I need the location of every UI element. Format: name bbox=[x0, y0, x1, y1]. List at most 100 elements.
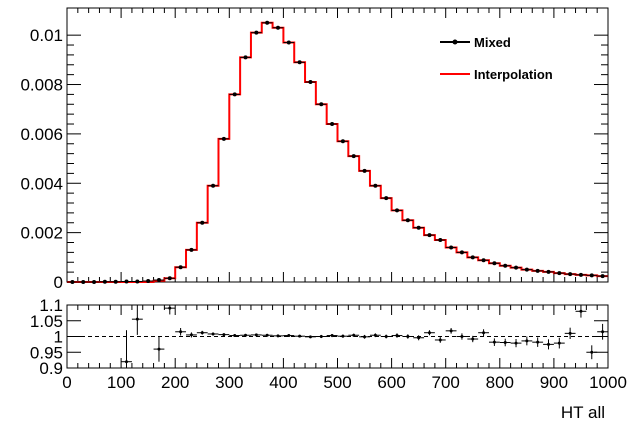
ratio-data-point bbox=[406, 335, 410, 338]
mixed-data-point bbox=[200, 220, 205, 225]
x-tick-label: 600 bbox=[377, 373, 405, 392]
ratio-data-point bbox=[298, 334, 302, 338]
ratio-data-point bbox=[427, 331, 431, 335]
mixed-data-point bbox=[395, 208, 400, 213]
ratio-data-point bbox=[352, 333, 356, 337]
mixed-data-point bbox=[102, 279, 107, 284]
ratio-data-point bbox=[395, 334, 399, 338]
x-tick-label: 200 bbox=[161, 373, 189, 392]
top-y-tick-label: 0.008 bbox=[20, 76, 63, 95]
ratio-data-point bbox=[482, 331, 486, 335]
mixed-data-point bbox=[297, 60, 302, 65]
mixed-data-point bbox=[416, 225, 421, 230]
mixed-data-point bbox=[81, 280, 86, 284]
mixed-data-point bbox=[492, 261, 497, 266]
mixed-data-point bbox=[330, 122, 335, 127]
distribution-panel: 0 0.002 0.004 0.006 0.008 0.01 Mixed Interpolat… bbox=[20, 7, 609, 292]
ratio-data-point bbox=[157, 347, 161, 351]
ratio-y-tick-label: 0.9 bbox=[39, 359, 63, 378]
mixed-data-point bbox=[503, 263, 508, 268]
ratio-data-point bbox=[557, 341, 561, 345]
ratio-data-point bbox=[503, 340, 507, 344]
mixed-data-point bbox=[535, 268, 540, 273]
x-axis-title: HT all bbox=[561, 403, 605, 422]
ratio-data-point bbox=[330, 334, 334, 338]
ratio-data-point bbox=[601, 330, 605, 334]
x-tick-label: 100 bbox=[107, 373, 135, 392]
ratio-data-point bbox=[341, 334, 345, 338]
ratio-data-point bbox=[276, 334, 280, 338]
mixed-data-point bbox=[427, 233, 432, 238]
ratio-data-point bbox=[200, 331, 204, 335]
ratio-data-point bbox=[514, 341, 518, 345]
ratio-data-point bbox=[363, 335, 367, 339]
x-tick-label: 900 bbox=[540, 373, 568, 392]
mixed-data-point bbox=[243, 55, 248, 60]
mixed-data-point bbox=[568, 272, 573, 277]
ratio-data-point bbox=[168, 306, 172, 310]
ratio-data-point bbox=[471, 337, 475, 341]
ratio-data-point bbox=[254, 333, 258, 337]
mixed-data-point bbox=[113, 279, 118, 284]
ratio-data-point bbox=[373, 333, 377, 337]
mixed-data-point bbox=[275, 25, 280, 30]
mixed-data-point bbox=[438, 238, 443, 243]
mixed-data-point bbox=[189, 247, 194, 252]
ratio-data-point bbox=[233, 334, 237, 338]
mixed-data-point bbox=[178, 265, 183, 270]
ratio-data-point bbox=[319, 335, 323, 338]
ratio-y-tick-label: 1.05 bbox=[30, 312, 63, 331]
x-tick-label: 400 bbox=[269, 373, 297, 392]
mixed-data-point bbox=[578, 272, 583, 277]
ratio-data-point bbox=[438, 338, 442, 342]
top-y-tick-label: 0 bbox=[54, 273, 63, 292]
mixed-data-point bbox=[308, 80, 313, 85]
ratio-points bbox=[121, 305, 608, 368]
ratio-data-point bbox=[449, 329, 453, 333]
mixed-data-point bbox=[589, 273, 594, 278]
ratio-y-tick-label: 0.95 bbox=[30, 343, 63, 362]
top-y-tick-label: 0.004 bbox=[20, 174, 63, 193]
ratio-data-point bbox=[536, 340, 540, 344]
x-tick-label: 500 bbox=[323, 373, 351, 392]
ratio-data-point bbox=[179, 330, 183, 334]
ratio-data-point bbox=[211, 332, 215, 336]
legend-label-interpolation: Interpolation bbox=[474, 67, 553, 82]
ratio-data-point bbox=[384, 335, 388, 338]
legend: Mixed Interpolation bbox=[440, 35, 553, 82]
mixed-data-point bbox=[459, 250, 464, 255]
interpolation-histogram-line bbox=[67, 21, 608, 283]
mixed-data-point bbox=[92, 280, 97, 284]
x-tick-label: 800 bbox=[486, 373, 514, 392]
mixed-data-point bbox=[211, 183, 216, 188]
ratio-data-point bbox=[244, 333, 248, 337]
top-y-tick-label: 0.006 bbox=[20, 125, 63, 144]
x-tick-label: 1000 bbox=[589, 373, 627, 392]
ratio-data-point bbox=[492, 340, 496, 344]
mixed-data-point bbox=[449, 245, 454, 250]
mixed-data-point bbox=[405, 218, 410, 223]
ratio-data-point bbox=[546, 342, 550, 346]
ratio-data-point bbox=[125, 360, 129, 364]
ratio-data-point bbox=[287, 334, 291, 338]
mixed-data-point bbox=[514, 265, 519, 270]
mixed-data-point bbox=[124, 279, 129, 284]
ratio-data-point bbox=[135, 317, 139, 321]
mixed-data-point bbox=[167, 276, 172, 281]
legend-label-mixed: Mixed bbox=[474, 35, 511, 50]
mixed-data-point bbox=[546, 269, 551, 274]
mixed-data-point bbox=[340, 139, 345, 144]
ratio-data-point bbox=[417, 336, 421, 340]
mixed-data-point bbox=[470, 255, 475, 260]
x-tick-label: 0 bbox=[62, 373, 71, 392]
mixed-data-point bbox=[524, 267, 529, 272]
top-y-tick-label: 0.01 bbox=[30, 26, 63, 45]
ratio-data-point bbox=[579, 309, 583, 313]
mixed-data-point bbox=[600, 274, 605, 279]
ratio-data-point bbox=[189, 333, 193, 337]
mixed-data-point bbox=[146, 279, 151, 284]
legend-mixed-marker bbox=[452, 39, 458, 45]
ratio-data-point bbox=[525, 339, 529, 343]
